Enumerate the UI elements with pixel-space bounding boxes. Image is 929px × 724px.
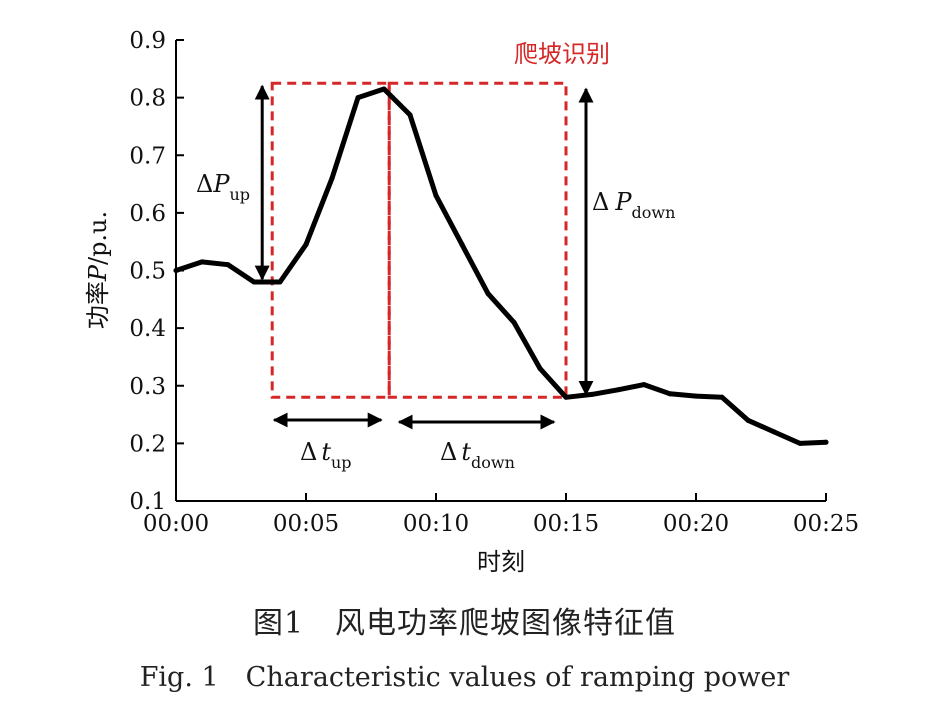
y-axis-title-unit: /p.u. [84, 211, 112, 265]
ramp-identification-box [270, 81, 568, 399]
data-point [537, 365, 543, 371]
data-point [485, 291, 491, 297]
ramping-power-chart: 0.1 0.2 0.3 0.4 0.5 0.6 0.7 0.8 0.9 00:00 00:05 00:… [84, 28, 859, 576]
y-tick-label: 0.4 [129, 316, 166, 342]
data-point [251, 279, 257, 285]
y-tick-label: 0.6 [129, 201, 166, 227]
delta-p-up-label: ΔPup [196, 170, 250, 204]
y-tick-label: 0.7 [129, 143, 166, 169]
data-point [459, 242, 465, 248]
delta-t-up-var: t [321, 438, 331, 466]
ramp-down-box [387, 81, 568, 399]
x-tick-label: 00:10 [403, 511, 469, 537]
data-point [277, 279, 283, 285]
data-point [381, 86, 387, 92]
ticks: 0.1 0.2 0.3 0.4 0.5 0.6 0.7 0.8 0.9 00:00 00:05 00:… [129, 28, 859, 537]
delta-symbol: Δ [592, 188, 609, 216]
power-series [173, 86, 829, 446]
x-tick-label: 00:20 [663, 511, 729, 537]
x-tick-label: 00:05 [273, 511, 339, 537]
data-point [667, 391, 673, 397]
data-point [199, 259, 205, 265]
data-point [719, 394, 725, 400]
delta-symbol: Δ [300, 438, 317, 466]
data-point [355, 95, 361, 101]
data-point [407, 112, 413, 118]
data-point [563, 394, 569, 400]
figure-caption-cn: 图1 风电功率爬坡图像特征值 [252, 606, 677, 641]
delta-symbol: Δ [440, 438, 457, 466]
figure-caption-en: Fig. 1 Characteristic values of ramping … [139, 662, 790, 693]
x-tick-label: 00:00 [143, 511, 209, 537]
y-axis-title-main: 功率 [84, 281, 112, 329]
delta-t-down-sub: down [471, 453, 515, 472]
delta-p-down-var: P [614, 188, 632, 216]
delta-t-up-sub: up [331, 453, 352, 472]
data-point [589, 391, 595, 397]
data-point [693, 393, 699, 399]
y-tick-label: 0.9 [129, 28, 166, 54]
y-tick-label: 0.8 [129, 86, 166, 112]
x-tick-label: 00:25 [793, 511, 859, 537]
data-point [823, 439, 829, 445]
data-point [641, 382, 647, 388]
delta-symbol: Δ [196, 170, 213, 198]
power-line [173, 86, 829, 446]
x-axis-title: 时刻 [477, 548, 525, 576]
y-axis-title-var: P [84, 264, 112, 282]
delta-t-down-var: t [461, 438, 471, 466]
delta-p-down-sub: down [632, 203, 676, 222]
axes [175, 40, 826, 502]
ramp-up-box [270, 81, 391, 399]
data-point [745, 417, 751, 423]
y-axis-title: 功率P/p.u. [84, 211, 112, 329]
data-point [771, 429, 777, 435]
data-point [433, 193, 439, 199]
delta-p-up-var: P [212, 170, 230, 198]
x-tick-label: 00:15 [533, 511, 599, 537]
y-tick-label: 0.2 [129, 431, 166, 457]
ramp-box-label: 爬坡识别 [514, 40, 610, 68]
y-tick-label: 0.3 [129, 374, 166, 400]
delta-p-up-sub: up [230, 185, 251, 204]
data-point [173, 268, 179, 273]
data-point [511, 319, 517, 325]
delta-p-down-label: Δ Pdown [592, 188, 675, 222]
y-tick-label: 0.1 [129, 489, 166, 515]
data-point [797, 440, 803, 446]
data-point [615, 387, 621, 393]
data-point [303, 242, 309, 248]
data-point [225, 262, 231, 268]
y-tick-label: 0.5 [129, 259, 166, 285]
data-point [329, 175, 335, 181]
annotation-arrows [254, 84, 594, 430]
